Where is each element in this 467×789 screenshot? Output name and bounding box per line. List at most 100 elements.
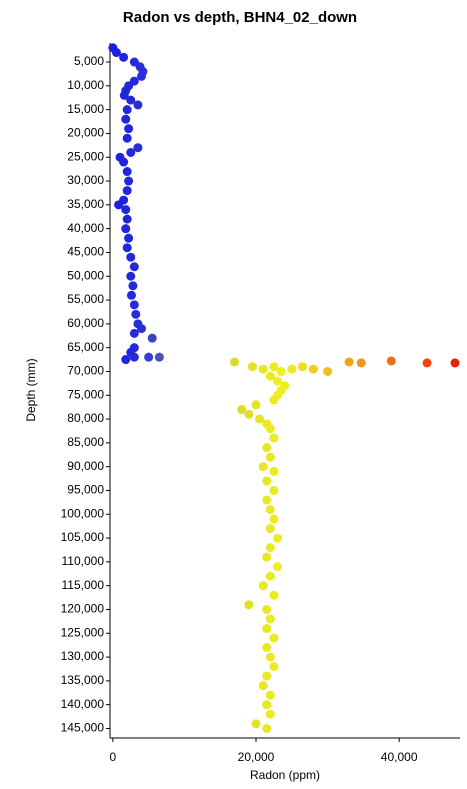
y-tick-label: 10,000 — [67, 78, 104, 92]
y-tick-label: 70,000 — [67, 364, 104, 378]
point — [144, 352, 154, 362]
point — [122, 214, 132, 224]
point — [262, 443, 272, 453]
point — [287, 364, 297, 374]
point — [126, 147, 136, 157]
point — [265, 505, 275, 515]
point — [255, 414, 265, 424]
point — [230, 357, 240, 367]
point — [129, 300, 139, 310]
x-tick-label: 0 — [110, 750, 117, 764]
point — [126, 271, 136, 281]
point — [265, 571, 275, 581]
point — [124, 176, 134, 186]
y-tick-label: 135,000 — [61, 673, 105, 687]
y-tick-label: 80,000 — [67, 411, 104, 425]
point — [298, 362, 308, 372]
y-tick-label: 25,000 — [67, 149, 104, 163]
point — [114, 200, 124, 210]
point — [262, 552, 272, 562]
point — [126, 290, 136, 300]
point — [269, 433, 279, 443]
point — [129, 262, 139, 272]
y-tick-label: 55,000 — [67, 292, 104, 306]
point — [269, 590, 279, 600]
point — [450, 358, 460, 368]
point — [269, 633, 279, 643]
y-tick-label: 100,000 — [61, 506, 105, 520]
point — [122, 133, 132, 143]
point — [262, 476, 272, 486]
point — [126, 252, 136, 262]
point — [247, 362, 257, 372]
point — [265, 371, 275, 381]
y-tick-label: 65,000 — [67, 340, 104, 354]
point — [258, 681, 268, 691]
x-axis-label: Radon (ppm) — [250, 768, 320, 782]
point — [121, 355, 131, 365]
point — [262, 700, 272, 710]
point — [126, 95, 136, 105]
point — [251, 400, 261, 410]
y-tick-label: 90,000 — [67, 459, 104, 473]
y-tick-label: 15,000 — [67, 102, 104, 116]
point — [136, 71, 146, 81]
y-tick-label: 140,000 — [61, 697, 105, 711]
point — [272, 562, 282, 572]
point — [122, 186, 132, 196]
y-tick-label: 40,000 — [67, 221, 104, 235]
point — [121, 205, 131, 215]
point — [344, 357, 354, 367]
point — [269, 662, 279, 672]
point — [262, 495, 272, 505]
point — [133, 100, 143, 110]
y-tick-label: 95,000 — [67, 483, 104, 497]
point — [269, 362, 279, 372]
point — [276, 366, 286, 376]
y-tick-label: 35,000 — [67, 197, 104, 211]
y-tick-label: 5,000 — [74, 54, 104, 68]
point — [129, 352, 139, 362]
point — [154, 352, 164, 362]
point — [262, 624, 272, 634]
point — [265, 524, 275, 534]
point — [251, 719, 261, 729]
y-tick-label: 60,000 — [67, 316, 104, 330]
point — [131, 309, 141, 319]
y-tick-label: 115,000 — [62, 578, 105, 592]
point — [111, 48, 121, 58]
point — [133, 143, 143, 153]
point — [272, 376, 282, 386]
point — [265, 709, 275, 719]
point — [265, 652, 275, 662]
point — [323, 366, 333, 376]
point — [308, 364, 318, 374]
y-axis-label: Depth (mm) — [24, 358, 38, 421]
point — [122, 105, 132, 115]
point — [262, 643, 272, 653]
point — [272, 533, 282, 543]
y-tick-label: 85,000 — [67, 435, 104, 449]
y-tick-label: 20,000 — [67, 126, 104, 140]
point — [269, 485, 279, 495]
point — [237, 405, 247, 415]
y-tick-label: 145,000 — [61, 721, 105, 735]
point — [258, 462, 268, 472]
point — [147, 333, 157, 343]
y-tick-label: 75,000 — [67, 387, 104, 401]
y-tick-label: 125,000 — [61, 625, 105, 639]
point — [124, 124, 134, 134]
point — [265, 452, 275, 462]
point — [262, 723, 272, 733]
point — [356, 358, 366, 368]
point — [124, 233, 134, 243]
point — [258, 581, 268, 591]
y-tick-label: 30,000 — [67, 173, 104, 187]
point — [422, 358, 432, 368]
point — [265, 614, 275, 624]
x-tick-label: 40,000 — [381, 750, 418, 764]
y-tick-label: 105,000 — [61, 530, 105, 544]
y-tick-label: 120,000 — [61, 602, 105, 616]
y-tick-label: 110,000 — [62, 554, 105, 568]
